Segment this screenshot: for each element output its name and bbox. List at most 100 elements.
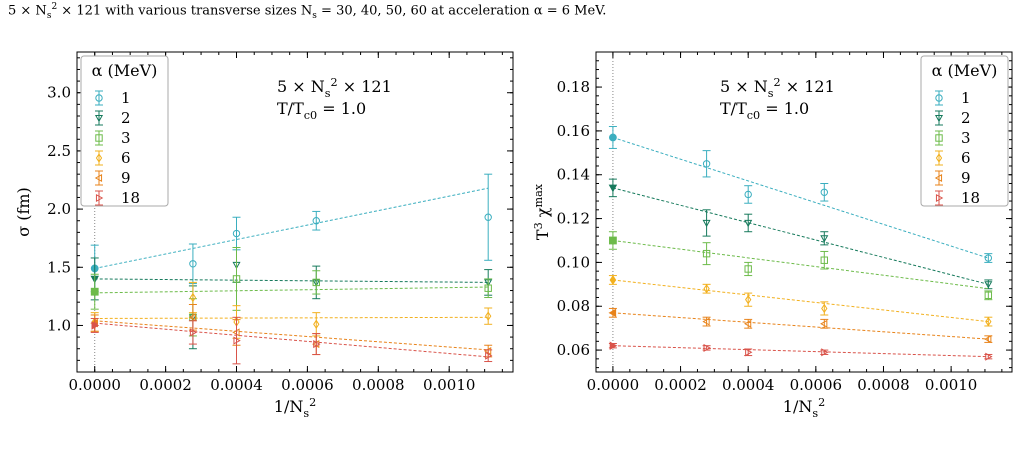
data-point [985, 316, 992, 327]
fit-line [94, 286, 489, 294]
series-6 [608, 274, 993, 327]
x-tick-label: 0.0008 [352, 376, 405, 394]
x-tick-label: 0.0000 [68, 376, 121, 394]
series-6 [90, 281, 493, 339]
data-point [820, 235, 829, 243]
data-point [703, 283, 710, 294]
legend-label: 6 [121, 149, 131, 167]
legend-title: α (MeV) [932, 61, 998, 80]
fit-line [612, 312, 989, 340]
legend-marker [95, 193, 104, 203]
fit-line [612, 279, 989, 323]
series-2 [608, 178, 993, 290]
fit-line [612, 137, 989, 259]
series-9 [90, 304, 493, 358]
data-point [821, 303, 828, 314]
x-axis-label: 1/Ns2​ [274, 396, 316, 420]
legend: α (MeV) 1 2 3 6 9 18 [920, 55, 1009, 207]
data-point [984, 281, 993, 289]
legend-label: 1 [121, 89, 131, 107]
legend-label: 3 [121, 129, 131, 147]
data-point [702, 160, 711, 168]
annotation-lattice: 5 × Ns2 × 121 [720, 76, 835, 100]
legend-label: 9 [121, 169, 131, 187]
y-tick-label: 0.08 [557, 297, 590, 315]
data-point [984, 335, 992, 344]
series-18 [90, 316, 493, 365]
series-3 [608, 231, 993, 301]
legend-label: 3 [961, 129, 971, 147]
data-point [702, 317, 710, 326]
x-tick-label: 0.0000 [587, 376, 640, 394]
data-point [743, 319, 752, 328]
data-point [312, 217, 320, 225]
y-tick-label: 0.12 [557, 210, 590, 228]
data-point [188, 313, 196, 322]
chi-panel: 0.0000 0.0002 0.0004 0.0006 0.0008 0.0010 0.06… [532, 51, 1013, 420]
series-1 [608, 126, 993, 263]
data-point [744, 219, 753, 228]
legend-label: 2 [121, 109, 131, 127]
annotation-temperature: T/Tc0 = 1.0 [277, 99, 366, 122]
legend-marker [935, 193, 944, 203]
fit-line [94, 322, 489, 358]
data-point [189, 292, 197, 303]
data-point [985, 352, 993, 361]
x-axis-label: 1/Ns2​ [783, 396, 825, 420]
y-tick-label: 0.18 [557, 78, 590, 96]
data-point [232, 275, 241, 283]
series-18 [608, 341, 993, 361]
fit-line [94, 320, 489, 351]
legend-marker [95, 134, 103, 142]
extrapolated-point [609, 133, 617, 142]
legend-marker [935, 153, 943, 163]
extrapolated-point [90, 287, 99, 296]
data-point [820, 256, 828, 264]
x-tick-label: 0.0002 [139, 376, 192, 394]
y-tick-label: 0.14 [557, 166, 590, 184]
x-tick-label: 0.0010 [925, 376, 978, 394]
data-point [312, 278, 320, 287]
y-axis-label: σ (fm) [14, 187, 33, 237]
data-point [189, 328, 198, 337]
legend-marker [935, 134, 943, 142]
x-tick-label: 0.0004 [722, 376, 775, 394]
data-point [232, 229, 241, 238]
x-tick-label: 0.0008 [857, 376, 910, 394]
y-tick-label: 0.10 [557, 253, 590, 271]
y-tick-label: 1.5 [47, 258, 71, 276]
annotation-lattice: 5 × Ns2 × 121 [277, 76, 392, 100]
legend-label: 9 [961, 169, 971, 187]
series-1 [90, 173, 493, 293]
y-tick-label: 1.0 [47, 316, 71, 334]
data-point [984, 254, 993, 262]
plot-frame [76, 51, 514, 373]
data-point [984, 291, 993, 299]
legend-title: α (MeV) [92, 61, 158, 80]
legend-box [80, 55, 169, 207]
data-point [745, 294, 752, 305]
x-tick-label: 0.0004 [210, 376, 263, 394]
data-point [484, 284, 492, 292]
legend-marker [94, 173, 103, 183]
y-tick-label: 0.16 [557, 122, 590, 140]
y-tick-label: 3.0 [47, 84, 71, 102]
legend-label: 1 [961, 89, 971, 107]
data-point [313, 340, 321, 349]
data-point [233, 336, 241, 345]
x-tick-label: 0.0002 [654, 376, 707, 394]
fit-line [612, 345, 989, 358]
y-axis-label: T3 χmax​ [532, 183, 552, 240]
series-2 [90, 246, 493, 350]
data-point [702, 219, 711, 228]
data-point [703, 343, 711, 352]
annotation-temperature: T/Tc0 = 1.0 [720, 99, 809, 122]
data-point [485, 351, 493, 360]
fit-line [612, 239, 989, 290]
legend-marker [94, 114, 104, 123]
legend-marker [95, 153, 103, 163]
x-tick-label: 0.0006 [281, 376, 334, 394]
data-point [702, 249, 711, 258]
plot-frame [595, 51, 1013, 373]
